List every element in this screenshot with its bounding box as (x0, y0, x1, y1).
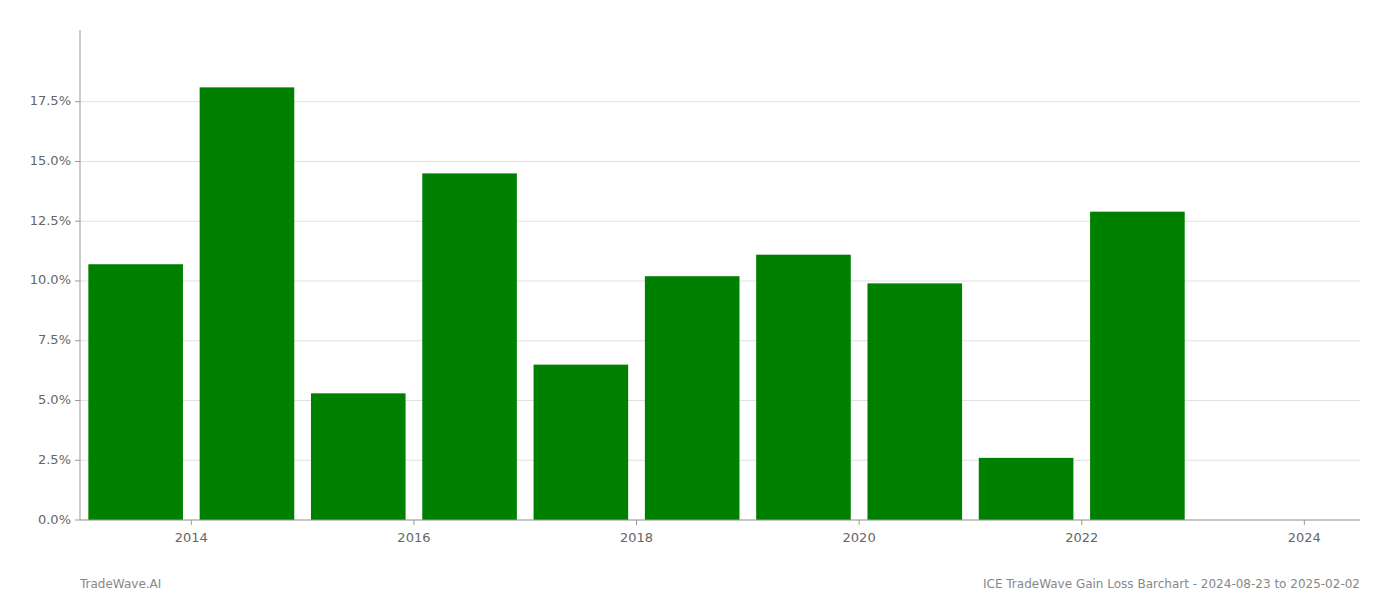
y-tick (75, 280, 80, 281)
x-tick-label: 2018 (620, 530, 653, 545)
bar (867, 283, 962, 520)
y-tick (75, 460, 80, 461)
y-axis-line (80, 30, 81, 520)
x-tick (413, 520, 414, 525)
bar (200, 87, 295, 520)
y-tick (75, 520, 80, 521)
x-tick (1081, 520, 1082, 525)
bars (88, 87, 1184, 520)
bar (534, 365, 629, 520)
y-tick-labels: 0.0% 2.5% 5.0% 7.5% 10.0% 12.5% 15.0% 17.5% (30, 93, 71, 526)
bar (311, 393, 406, 520)
y-tick-label: 15.0% (30, 153, 71, 168)
y-tick-label: 17.5% (30, 93, 71, 108)
x-axis-line (80, 520, 1360, 521)
x-tick (636, 520, 637, 525)
y-tick (75, 161, 80, 162)
x-tick-label: 2014 (175, 530, 208, 545)
y-tick-label: 0.0% (38, 512, 71, 527)
x-tick (191, 520, 192, 525)
x-tick (1304, 520, 1305, 525)
bar (979, 458, 1074, 520)
y-tick (75, 221, 80, 222)
bar (645, 276, 740, 520)
x-ticks: 2014 2016 2018 2020 2022 2024 (175, 520, 1321, 545)
background (0, 0, 1400, 600)
y-tick-label: 5.0% (38, 392, 71, 407)
x-tick-label: 2024 (1288, 530, 1321, 545)
bar (88, 264, 183, 520)
y-tick (75, 101, 80, 102)
bar (422, 173, 517, 520)
footer-text: TradeWave.AI (79, 577, 161, 591)
x-tick-label: 2020 (843, 530, 876, 545)
chart: 0.0% 2.5% 5.0% 7.5% 10.0% 12.5% 15.0% 17.5% 2014… (0, 0, 1400, 600)
bar (1090, 212, 1185, 520)
y-tick (75, 340, 80, 341)
grid-line (80, 520, 1360, 521)
y-tick-label: 12.5% (30, 213, 71, 228)
y-tick (75, 400, 80, 401)
footer-text: ICE TradeWave Gain Loss Barchart - 2024-… (983, 577, 1360, 591)
bar (756, 255, 851, 520)
y-tick-label: 10.0% (30, 272, 71, 287)
x-tick-label: 2016 (397, 530, 430, 545)
y-tick-label: 7.5% (38, 332, 71, 347)
x-tick (859, 520, 860, 525)
x-tick-label: 2022 (1065, 530, 1098, 545)
y-tick-label: 2.5% (38, 452, 71, 467)
